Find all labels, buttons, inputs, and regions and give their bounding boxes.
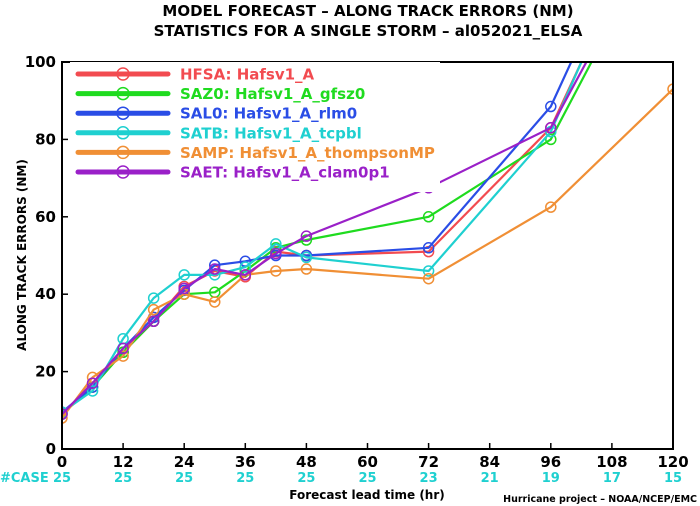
y-tick-label: 60 <box>35 208 56 226</box>
x-tick-label: 84 <box>479 453 500 471</box>
series-line <box>62 88 673 419</box>
x-tick-label: 60 <box>357 453 378 471</box>
case-count: 21 <box>481 471 499 486</box>
case-count: 25 <box>236 471 254 486</box>
legend-marker <box>116 106 130 120</box>
y-axis-label: ALONG TRACK ERRORS (NM) <box>15 159 29 351</box>
data-point <box>178 269 190 281</box>
data-point <box>545 100 557 113</box>
y-tick-label: 40 <box>35 285 56 303</box>
case-count: 25 <box>114 471 132 486</box>
data-point <box>209 296 221 308</box>
x-tick-label: 48 <box>296 453 317 471</box>
data-point <box>545 133 557 146</box>
x-tick-label: 0 <box>57 453 67 471</box>
legend-label: SAET: Hafsv1_A_clam0p1 <box>180 164 390 182</box>
case-count: 23 <box>420 471 438 486</box>
legend-marker <box>116 145 130 160</box>
data-point <box>147 315 160 328</box>
case-count: 15 <box>664 471 682 486</box>
x-tick-label: 120 <box>657 453 688 471</box>
case-count: 25 <box>175 471 193 486</box>
data-point <box>117 342 129 355</box>
legend-marker <box>116 126 130 140</box>
data-point <box>270 265 282 277</box>
x-tick-label: 96 <box>540 453 561 471</box>
legend-marker <box>116 67 130 81</box>
data-point <box>86 385 99 397</box>
data-point <box>86 377 99 389</box>
data-point <box>300 230 313 242</box>
data-point <box>300 251 313 264</box>
series-5 <box>62 62 588 420</box>
y-tick-label: 100 <box>25 53 56 71</box>
legend-label: SAL0: Hafsv1_A_rlm0 <box>180 105 357 123</box>
data-point <box>422 265 435 277</box>
data-point <box>545 201 557 213</box>
data-point <box>422 211 435 223</box>
y-tick-label: 20 <box>35 363 56 381</box>
legend-marker <box>116 86 130 101</box>
data-point <box>62 412 68 424</box>
data-point <box>422 242 435 254</box>
case-label: #CASE <box>0 471 49 486</box>
data-point <box>178 282 190 295</box>
data-point <box>422 272 435 285</box>
case-count: 25 <box>53 471 71 486</box>
series-line <box>62 62 588 415</box>
legend-label: HFSA: Hafsv1_A <box>180 66 315 84</box>
data-point <box>117 350 129 362</box>
data-point <box>62 408 68 420</box>
y-tick-label: 0 <box>46 440 56 458</box>
chart-subtitle: STATISTICS FOR A SINGLE STORM – al052021… <box>154 22 583 40</box>
x-tick-label: 36 <box>235 453 256 471</box>
x-tick-label: 72 <box>418 453 439 471</box>
data-point <box>545 122 557 134</box>
x-tick-label: 108 <box>596 453 627 471</box>
legend-label: SAZ0: Hafsv1_A_gfsz0 <box>180 85 365 103</box>
data-point <box>147 303 160 316</box>
case-count: 25 <box>358 471 376 486</box>
data-point <box>239 269 252 281</box>
credit-text: Hurricane project – NOAA/NCEP/EMC <box>503 494 697 505</box>
legend-label: SAMP: Hafsv1_A_thompsonMP <box>180 144 435 162</box>
x-tick-label: 12 <box>113 453 134 471</box>
data-point <box>300 263 313 275</box>
case-count: 19 <box>542 471 560 486</box>
y-tick-label: 80 <box>35 130 56 148</box>
data-point <box>209 263 221 275</box>
chart-title: MODEL FORECAST – ALONG TRACK ERRORS (NM) <box>162 2 573 20</box>
data-point <box>270 247 282 260</box>
legend-label: SATB: Hafsv1_A_tcpbl <box>180 124 362 142</box>
data-point <box>239 261 252 273</box>
data-point <box>667 83 673 95</box>
x-tick-label: 24 <box>174 453 195 471</box>
x-axis-label: Forecast lead time (hr) <box>289 488 445 502</box>
case-count: 25 <box>297 471 315 486</box>
case-count: 17 <box>603 471 621 486</box>
legend-marker <box>116 165 130 179</box>
data-point <box>147 292 160 304</box>
